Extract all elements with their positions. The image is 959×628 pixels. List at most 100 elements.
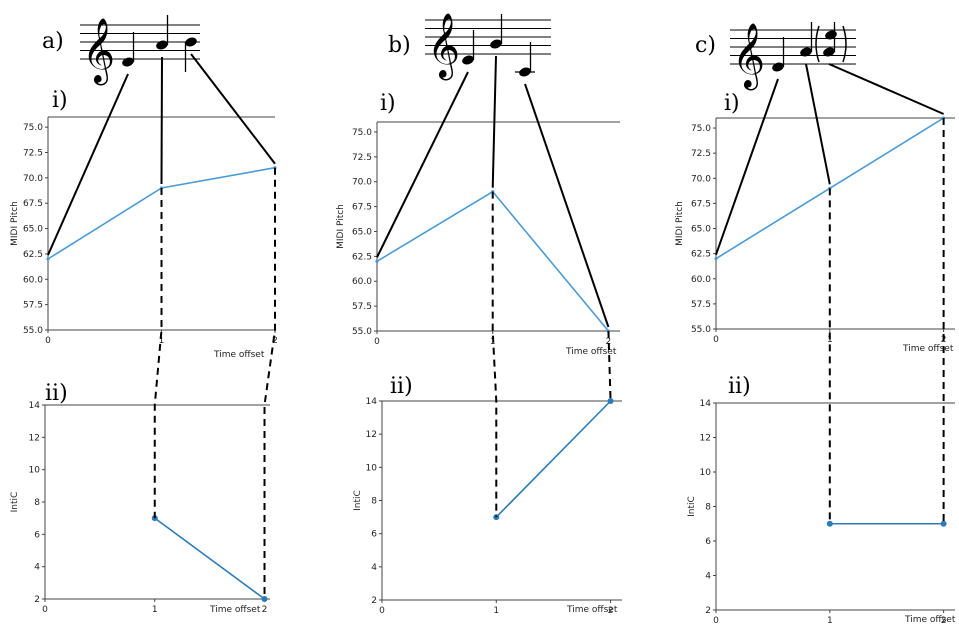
note-connector-line [491,55,497,188]
data-point [375,259,379,263]
panel-label: a) [42,29,64,54]
plot-pitch-1: 55.0 57.5 60.0 62.5 65.0 67.5 70.0 72.5 75.0 0 1 2T… [10,88,278,360]
x-tick-label: 2 [272,336,278,346]
treble-clef-icon: 𝄞 [732,23,765,90]
y-tick-label: 10 [29,466,41,476]
y-tick-label: 67.5 [23,199,43,209]
note-head [185,37,197,47]
music-staff-1: 𝄞 a) [42,15,200,85]
y-tick-label: 8 [34,498,40,508]
figure-plots-layer: 𝄞 a) 55.0 57.5 60.0 62.5 65.0 67.5 70.0 72.5 75.0 0… [10,13,956,626]
y-tick-label: 57.5 [352,302,372,312]
note-connector-line [160,56,163,185]
y-tick-label: 65.0 [23,225,43,235]
y-tick-label: 14 [29,401,41,411]
note-1 [122,32,135,67]
y-tick-label: 2 [371,596,377,606]
y-tick-label: 72.5 [352,153,372,163]
y-tick-label: 75.0 [352,128,372,138]
y-tick-label: 70.0 [23,174,43,184]
treble-clef-icon: 𝄞 [82,18,115,85]
y-axis-label: IntiC [10,492,20,513]
series-line [154,517,265,600]
data-point [940,520,947,527]
y-tick-label: 8 [705,503,711,513]
y-tick-label: 65.0 [691,225,711,235]
y-tick-label: 14 [700,399,712,409]
x-tick-label: 2 [606,337,612,347]
x-axis-label: Time offset [902,344,954,354]
y-tick-label: 12 [366,430,377,440]
panel-label: b) [388,33,411,58]
note-head [462,55,474,65]
y-tick-label: 4 [705,572,711,582]
note-connector-line [715,78,779,255]
data-point [714,257,718,261]
y-tick-label: 2 [705,606,711,616]
x-tick-label: 0 [374,337,380,347]
y-tick-label: 67.5 [352,203,372,213]
subplot-label: ii) [45,381,68,406]
y-axis-label: MIDI Pitch [10,201,20,246]
subplot-label: i) [380,91,396,116]
subplot-label: i) [52,88,68,113]
panel-label: c) [695,33,716,58]
time-offset-dashed-guide [263,167,276,599]
note-connector-line [47,73,129,256]
y-axis-label: IntiC [353,490,363,511]
y-tick-label: 75.0 [23,123,43,133]
data-point [607,398,614,404]
subplot-label: ii) [728,374,751,399]
plot-pitch-2: 55.057.560.062.565.067.570.072.575.00 1 2T… [336,91,620,357]
note-3 [515,42,535,77]
note-1 [772,37,785,72]
x-axis-label: Time offset [566,605,618,615]
note-3 [184,37,197,72]
note-2 [156,15,169,50]
series-line [376,190,610,332]
y-tick-label: 72.5 [691,149,711,159]
y-tick-label: 72.5 [23,149,43,159]
y-tick-label: 12 [700,434,711,444]
x-tick-label: 1 [159,336,165,346]
y-tick-label: 2 [34,595,40,605]
x-tick-label: 2 [262,605,268,615]
x-tick-label: 1 [827,616,833,626]
y-tick-label: 6 [705,537,711,547]
x-axis-label: Time offset [213,350,265,360]
y-axis-label: MIDI Pitch [675,201,685,246]
time-offset-dashed-guide [153,188,163,519]
note-head [122,57,134,67]
y-tick-label: 6 [371,530,377,540]
music-staff-2: 𝄞 b) [388,13,551,80]
note-connector-line [805,63,831,185]
y-tick-label: 10 [366,463,378,473]
arpeggio-bracket [842,25,847,63]
y-tick-label: 55.0 [23,326,43,336]
note-head [490,39,502,49]
arpeggio-bracket [815,25,820,63]
y-tick-label: 62.5 [23,250,43,260]
note-head [823,47,835,57]
y-axis-label: IntiC [687,496,697,517]
y-tick-label: 57.5 [691,300,711,310]
note-connector-line [190,53,276,165]
y-axis-label: MIDI Pitch [336,204,346,249]
x-tick-label: 2 [608,606,614,616]
x-axis-label: Time offset [904,615,956,625]
y-tick-label: 4 [371,563,377,573]
y-tick-label: 12 [29,433,40,443]
y-tick-label: 6 [34,530,40,540]
series-line [495,400,612,518]
y-tick-label: 70.0 [352,178,372,188]
music-staff-3: 𝄞 c) [695,22,856,90]
y-tick-label: 55.0 [352,327,372,337]
y-tick-label: 70.0 [691,174,711,184]
note-connector-line [376,71,469,258]
subplot-label: i) [724,91,740,116]
x-tick-label: 1 [493,606,499,616]
